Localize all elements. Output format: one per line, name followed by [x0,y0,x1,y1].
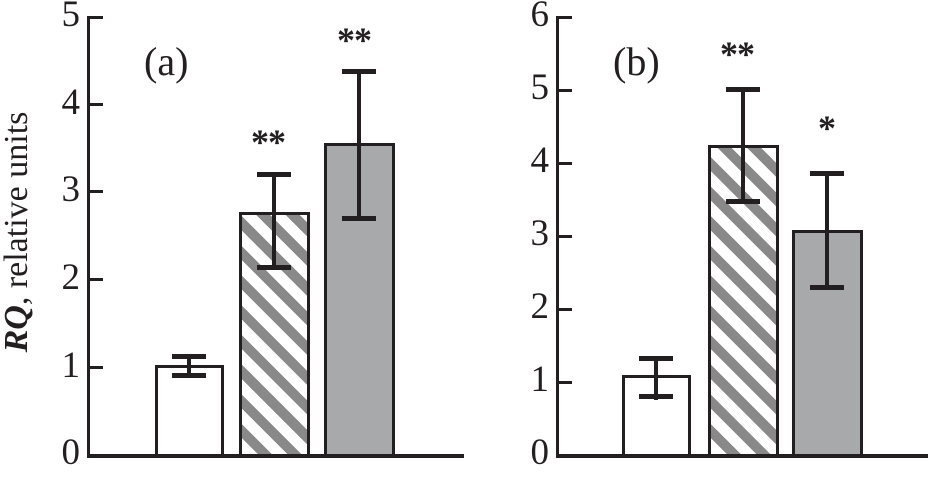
panel-tag-b: (b) [613,39,660,84]
y-ticklabel-b-6: 0 [530,432,550,473]
error-bar-cap-lower-a-2 [257,265,291,270]
y-ticklabel-b-0: 6 [530,0,550,35]
significance-marker-a-2: ** [251,122,286,162]
y-ticklabel-b-5: 1 [530,359,550,400]
error-bar-cap-lower-a-3 [342,216,376,221]
y-tick-a-3 [90,190,103,193]
y-tick-a-4 [90,103,103,106]
y-tick-b-2 [559,308,572,311]
y-axis-label: RQ, relative units [0,67,35,397]
error-bar-stem-a-1 [187,355,191,375]
panel-a: RQ, relative units 5 4 3 2 1 0 (a) ** [0,0,464,473]
error-bar-cap-upper-b-2 [726,87,760,92]
y-tick-b-5 [559,89,572,92]
y-ticklabel-b-3: 3 [530,213,550,254]
panel-tag-a: (a) [144,39,189,84]
significance-marker-b-2: ** [720,34,755,74]
error-bar-cap-lower-b-1 [639,394,673,399]
y-tick-b-6 [559,16,572,19]
y-ticklabel-a-2: 3 [61,169,81,210]
y-ticklabel-b-1: 5 [530,67,550,108]
y-axis-line-a [87,16,90,458]
error-bar-cap-upper-a-2 [257,172,291,177]
error-bar-stem-b-1 [654,357,658,400]
bar-a-1-open [155,365,224,457]
y-ticklabel-a-4: 1 [61,345,81,386]
y-ticklabel-a-5: 0 [61,432,81,473]
error-bar-stem-a-3 [357,70,361,220]
y-tick-a-1 [90,366,103,369]
y-axis-label-symbol: RQ [0,305,35,353]
y-ticklabel-a-3: 2 [61,257,81,298]
significance-marker-a-3: ** [337,20,372,60]
y-axis-line-b [556,16,559,458]
significance-marker-b-3: * [818,108,836,148]
y-tick-a-5 [90,16,103,19]
y-tick-b-3 [559,235,572,238]
error-bar-stem-b-3 [825,172,829,289]
error-bar-cap-upper-b-1 [639,356,673,361]
panel-b: 6 5 4 3 2 1 0 (b) ** * [465,0,929,480]
error-bar-cap-lower-b-2 [726,199,760,204]
y-axis-label-rest: , relative units [0,111,35,306]
error-bar-cap-upper-a-1 [172,354,206,359]
error-bar-cap-upper-a-3 [342,69,376,74]
y-tick-a-2 [90,278,103,281]
y-ticklabel-b-4: 2 [530,286,550,327]
error-bar-cap-upper-b-3 [810,171,844,176]
y-ticklabel-b-2: 4 [530,140,550,181]
error-bar-cap-lower-b-3 [810,285,844,290]
y-ticklabel-a-1: 4 [61,82,81,123]
error-bar-stem-a-2 [272,173,276,269]
y-ticklabel-a-0: 5 [61,0,81,35]
bar-a-2-hatched [239,212,310,457]
error-bar-stem-b-2 [741,88,745,203]
error-bar-cap-lower-a-1 [172,373,206,378]
y-tick-b-1 [559,381,572,384]
y-tick-b-4 [559,162,572,165]
